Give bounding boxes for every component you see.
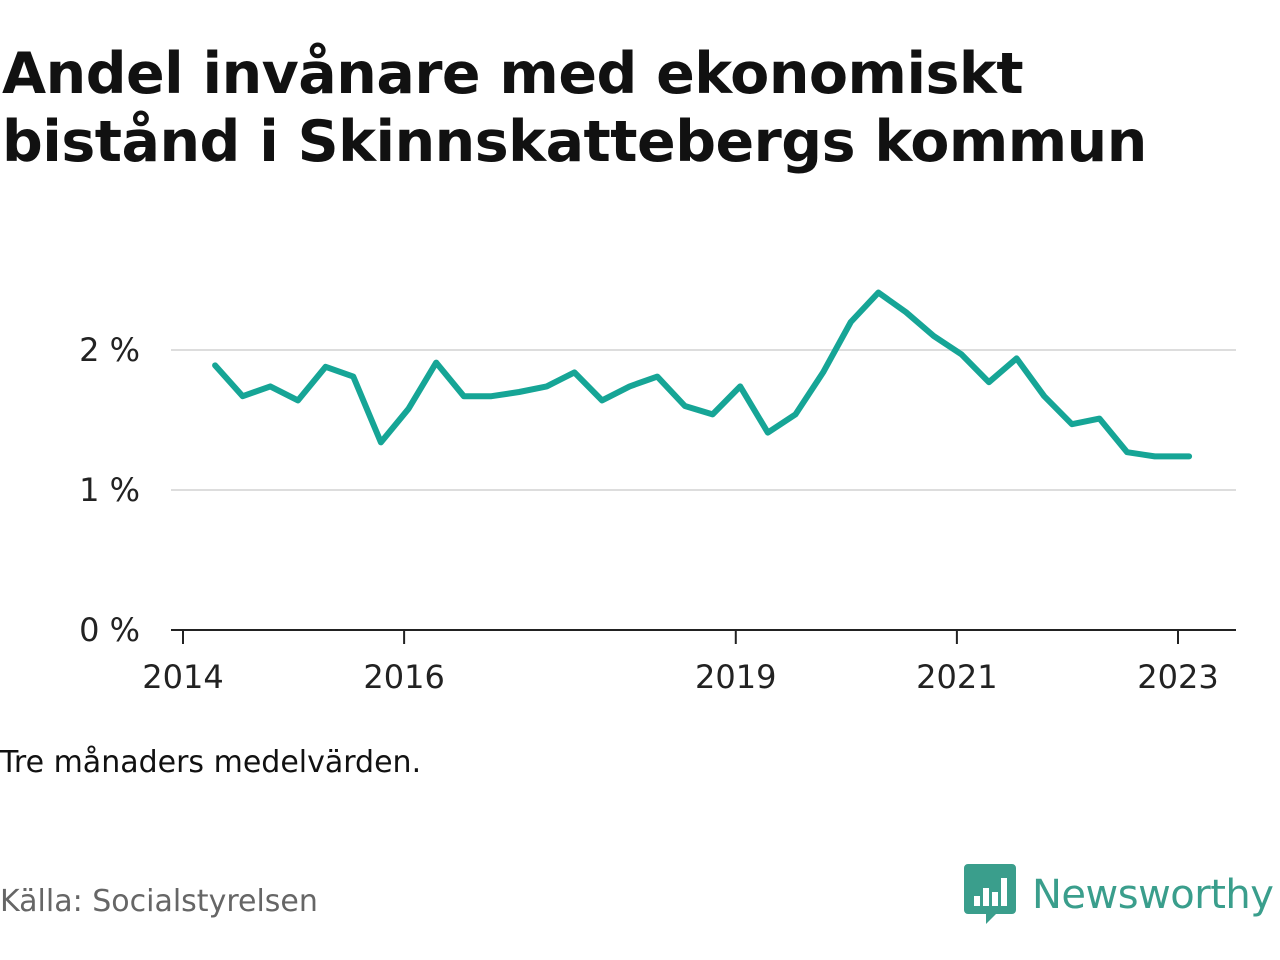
newsworthy-logo-icon: [964, 864, 1016, 924]
x-tick-label: 2023: [1137, 658, 1218, 696]
y-axis-ticks: 0 % 1 % 2 %: [79, 331, 140, 649]
y-tick-label: 2 %: [79, 331, 140, 369]
y-tick-label: 0 %: [79, 611, 140, 649]
x-axis-ticks: 2014 2016 2019 2021 2023: [142, 630, 1219, 696]
gridlines: [171, 349, 1236, 491]
x-tick-label: 2016: [363, 658, 444, 696]
chart-note: Tre månaders medelvärden.: [0, 745, 422, 780]
brand-name: Newsworthy: [1032, 872, 1274, 918]
chart-title: Andel invånare med ekonomiskt bistånd i …: [2, 41, 1147, 175]
x-tick-label: 2021: [916, 658, 997, 696]
line-chart: 0 % 1 % 2 % 2014 2016 2019 2021 2023: [79, 289, 1236, 696]
series-line: [212, 289, 1193, 460]
newsworthy-logo: Newsworthy: [964, 864, 1274, 926]
source-text: Källa: Socialstyrelsen: [0, 884, 318, 919]
x-tick-label: 2019: [695, 658, 776, 696]
y-tick-label: 1 %: [79, 471, 140, 509]
series-group: [212, 289, 1193, 460]
x-tick-label: 2014: [142, 658, 223, 696]
